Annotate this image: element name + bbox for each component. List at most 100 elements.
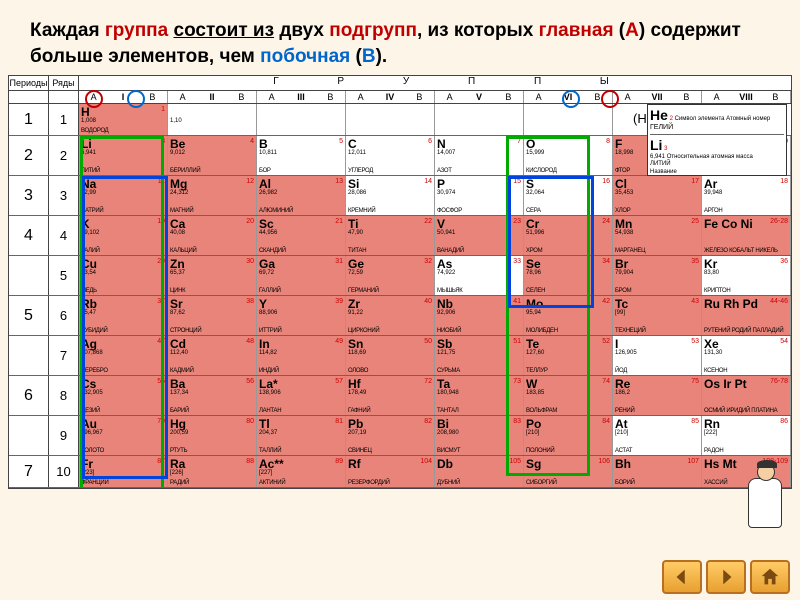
element-cell: Bi83208,980ВИСМУТ: [435, 416, 524, 455]
element-cell: Fr87[223]ФРАНЦИЙ: [79, 456, 168, 487]
period-row: 9Au79196,967ЗОЛОТОHg80200,59РТУТЬTl81204…: [9, 416, 791, 456]
element-cell: Ta73180,948ТАНТАЛ: [435, 376, 524, 415]
period-row: 7Ag47107,868СЕРЕБРОCd48112,40КАДМИЙIn491…: [9, 336, 791, 376]
element-cell: [257, 104, 346, 135]
period-number: 7: [9, 456, 49, 487]
nav-buttons: [662, 560, 790, 594]
element-cell: S1632,064СЕРА: [524, 176, 613, 215]
element-cell: [346, 104, 435, 135]
element-cell: K1939,102КАЛИЙ: [79, 216, 168, 255]
element-cell: Re75186,2РЕНИЙ: [613, 376, 702, 415]
period-number: [9, 416, 49, 455]
row-number: 9: [49, 416, 79, 455]
element-cell: Cd48112,40КАДМИЙ: [168, 336, 257, 375]
period-number: [9, 256, 49, 295]
prev-button[interactable]: [662, 560, 702, 594]
period-number: 5: [9, 296, 49, 335]
element-cell: Ti2247,90ТИТАН: [346, 216, 435, 255]
element-cell: Ge3272,59ГЕРМАНИЙ: [346, 256, 435, 295]
element-cell: Ru Rh Pd44-46РУТЕНИЙ РОДИЙ ПАЛЛАДИЙ: [702, 296, 791, 335]
element-cell: Mo4295,94МОЛИБДЕН: [524, 296, 613, 335]
element-cell: Rf104РЕЗЕРФОРДИЙ: [346, 456, 435, 487]
period-number: [9, 336, 49, 375]
element-cell: Y3988,906ИТТРИЙ: [257, 296, 346, 335]
groups-label: Г Р У П П Ы: [79, 76, 791, 90]
element-cell: Rn86[222]РАДОН: [702, 416, 791, 455]
element-cell: Zn3065,37ЦИНК: [168, 256, 257, 295]
element-cell: Br3579,904БРОМ: [613, 256, 702, 295]
element-cell: Cu2963,54МЕДЬ: [79, 256, 168, 295]
element-cell: [435, 104, 524, 135]
element-cell: C612,011УГЛЕРОД: [346, 136, 435, 175]
element-cell: Po84[210]ПОЛОНИЙ: [524, 416, 613, 455]
element-cell: I53126,905ЙОД: [613, 336, 702, 375]
element-cell: Hg80200,59РТУТЬ: [168, 416, 257, 455]
element-cell: At85[210]АСТАТ: [613, 416, 702, 455]
row-number: 2: [49, 136, 79, 175]
element-cell: Kr3683,80КРИПТОН: [702, 256, 791, 295]
element-cell: Ca2040,08КАЛЬЦИЙ: [168, 216, 257, 255]
row-number: 6: [49, 296, 79, 335]
element-cell: Ag47107,868СЕРЕБРО: [79, 336, 168, 375]
element-cell: Tc43[99]ТЕХНЕЦИЙ: [613, 296, 702, 335]
element-cell: Na1122,99НАТРИЙ: [79, 176, 168, 215]
element-cell: Zr4091,22ЦИРКОНИЙ: [346, 296, 435, 335]
period-row: 56Rb3785,47РУБИДИЙSr3887,62СТРОНЦИЙY3988…: [9, 296, 791, 336]
element-cell: Db105ДУБНИЙ: [435, 456, 524, 487]
element-cell: Se3478,96СЕЛЕН: [524, 256, 613, 295]
element-cell: Al1326,982АЛЮМИНИЙ: [257, 176, 346, 215]
period-row: 5Cu2963,54МЕДЬZn3065,37ЦИНКGa3169,72ГАЛЛ…: [9, 256, 791, 296]
element-cell: [524, 104, 613, 135]
period-row: 44K1939,102КАЛИЙCa2040,08КАЛЬЦИЙSc2144,9…: [9, 216, 791, 256]
element-cell: Li36,941ЛИТИЙ: [79, 136, 168, 175]
element-cell: Te52127,60ТЕЛЛУР: [524, 336, 613, 375]
element-cell: B510,811БОР: [257, 136, 346, 175]
element-cell: Nb4192,906НИОБИЙ: [435, 296, 524, 335]
element-cell: Pb82207,19СВИНЕЦ: [346, 416, 435, 455]
element-cell: La*57138,906ЛАНТАН: [257, 376, 346, 415]
element-cell: Ar1839,948АРГОН: [702, 176, 791, 215]
element-cell: Os Ir Pt76-78ОСМИЙ ИРИДИЙ ПЛАТИНА: [702, 376, 791, 415]
element-cell: Sb51121,75СУРЬМА: [435, 336, 524, 375]
element-cell: Cl1735,453ХЛОР: [613, 176, 702, 215]
element-cell: Cr2451,996ХРОМ: [524, 216, 613, 255]
period-number: 1: [9, 104, 49, 135]
element-cell: Sg106СИБОРГИЙ: [524, 456, 613, 487]
element-cell: Si1428,086КРЕМНИЙ: [346, 176, 435, 215]
element-cell: P1530,974ФОСФОР: [435, 176, 524, 215]
element-cell: Sr3887,62СТРОНЦИЙ: [168, 296, 257, 335]
element-cell: Tl81204,37ТАЛЛИЙ: [257, 416, 346, 455]
element-cell: 1,10: [168, 104, 257, 135]
element-cell: Fe Co Ni26-28ЖЕЛЕЗО КОБАЛЬТ НИКЕЛЬ: [702, 216, 791, 255]
element-cell: O815,999КИСЛОРОД: [524, 136, 613, 175]
row-number: 7: [49, 336, 79, 375]
period-row: 710Fr87[223]ФРАНЦИЙRa88[226]РАДИЙAc**89[…: [9, 456, 791, 488]
element-cell: Mg1224,312МАГНИЙ: [168, 176, 257, 215]
row-number: 3: [49, 176, 79, 215]
element-cell: Sc2144,956СКАНДИЙ: [257, 216, 346, 255]
element-cell: H11,008ВОДОРОД: [79, 104, 168, 135]
element-cell: N714,007АЗОТ: [435, 136, 524, 175]
element-cell: W74183,85ВОЛЬФРАМ: [524, 376, 613, 415]
row-number: 5: [49, 256, 79, 295]
element-cell: Ba56137,34БАРИЙ: [168, 376, 257, 415]
rows-label: Ряды: [49, 76, 79, 90]
row-number: 10: [49, 456, 79, 487]
row-number: 4: [49, 216, 79, 255]
element-cell: As3374,922МЫШЬЯК: [435, 256, 524, 295]
home-button[interactable]: [750, 560, 790, 594]
chemist-illustration: [740, 478, 790, 560]
element-cell: V2350,941ВАНАДИЙ: [435, 216, 524, 255]
periods-label: Периоды: [9, 76, 49, 90]
period-number: 4: [9, 216, 49, 255]
element-cell: Bh107БОРИЙ: [613, 456, 702, 487]
element-cell: Xe54131,30КСЕНОН: [702, 336, 791, 375]
period-number: 2: [9, 136, 49, 175]
header-text: Каждая группа состоит из двух подгрупп, …: [0, 0, 800, 75]
element-cell: Be49,012БЕРИЛЛИЙ: [168, 136, 257, 175]
next-button[interactable]: [706, 560, 746, 594]
element-cell: Ga3169,72ГАЛЛИЙ: [257, 256, 346, 295]
element-cell: In49114,82ИНДИЙ: [257, 336, 346, 375]
period-row: 68Cs55132,905ЦЕЗИЙBa56137,34БАРИЙLa*5713…: [9, 376, 791, 416]
element-cell: Cs55132,905ЦЕЗИЙ: [79, 376, 168, 415]
